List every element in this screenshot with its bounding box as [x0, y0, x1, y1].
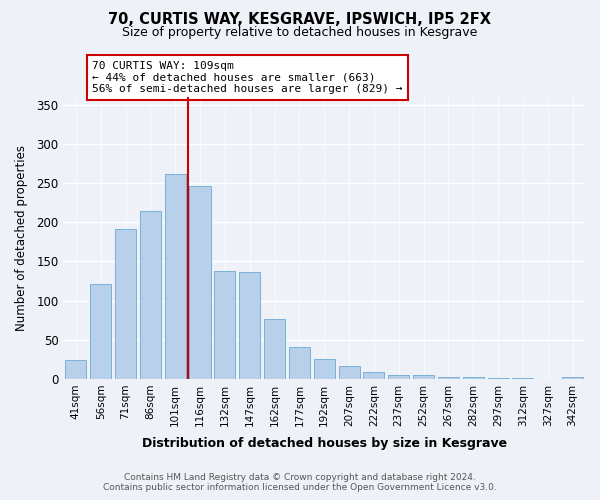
- Bar: [190, 186, 211, 379]
- Y-axis label: Number of detached properties: Number of detached properties: [15, 145, 28, 331]
- Bar: [214, 271, 235, 379]
- Bar: [463, 378, 484, 379]
- Bar: [488, 378, 509, 379]
- Bar: [239, 272, 260, 379]
- Text: Contains HM Land Registry data © Crown copyright and database right 2024.
Contai: Contains HM Land Registry data © Crown c…: [103, 473, 497, 492]
- Bar: [338, 366, 359, 379]
- Bar: [364, 372, 385, 379]
- X-axis label: Distribution of detached houses by size in Kesgrave: Distribution of detached houses by size …: [142, 437, 507, 450]
- Bar: [413, 375, 434, 379]
- Text: 70 CURTIS WAY: 109sqm
← 44% of detached houses are smaller (663)
56% of semi-det: 70 CURTIS WAY: 109sqm ← 44% of detached …: [92, 61, 403, 94]
- Bar: [90, 284, 111, 379]
- Bar: [562, 378, 583, 379]
- Bar: [65, 360, 86, 379]
- Bar: [388, 375, 409, 379]
- Bar: [164, 174, 186, 379]
- Text: Size of property relative to detached houses in Kesgrave: Size of property relative to detached ho…: [122, 26, 478, 39]
- Text: 70, CURTIS WAY, KESGRAVE, IPSWICH, IP5 2FX: 70, CURTIS WAY, KESGRAVE, IPSWICH, IP5 2…: [109, 12, 491, 28]
- Bar: [264, 320, 285, 379]
- Bar: [140, 212, 161, 379]
- Bar: [314, 360, 335, 379]
- Bar: [289, 347, 310, 379]
- Bar: [438, 378, 459, 379]
- Bar: [512, 378, 533, 379]
- Bar: [115, 228, 136, 379]
